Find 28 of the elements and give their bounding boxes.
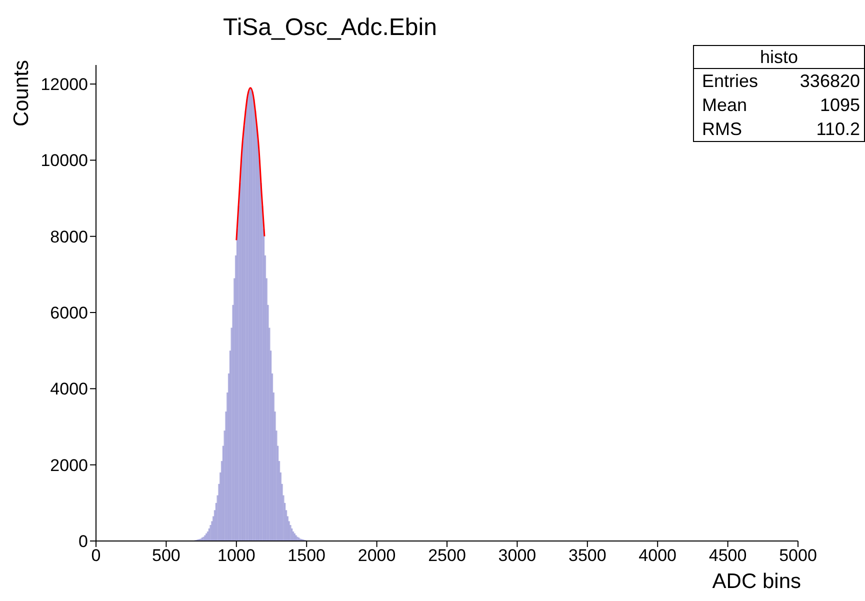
y-axis-title: Counts [10,60,34,127]
x-tick-label: 2000 [358,546,396,566]
y-tick-label: 10000 [40,151,88,170]
x-tick-label: 5000 [779,546,817,566]
annotation: Entries [702,70,758,93]
text: 336820 [800,70,860,93]
text: 110.2 [816,118,860,141]
y-tick-label: 8000 [50,227,88,246]
x-tick-label: 1500 [288,546,326,566]
y-tick-label: 2000 [50,456,88,475]
annotation: Mean [702,94,748,117]
x-tick-label: 0 [91,546,101,566]
x-tick-label: 4000 [638,546,677,566]
x-tick-label: 3000 [498,546,536,566]
x-tick-label: 1000 [217,546,256,566]
text: 1095 [820,94,860,117]
y-tick-label: 12000 [40,75,88,94]
x-tick-label: 2500 [428,546,466,566]
y-tick-label: 6000 [50,304,88,323]
y-tick-label: 0 [78,532,88,552]
x-tick-label: 4500 [708,546,747,566]
annotation: RMS [702,118,742,141]
y-tick-label: 4000 [50,380,88,399]
x-axis-title: ADC bins [712,570,801,594]
annotation: histo [694,46,864,69]
x-tick-label: 3500 [568,546,606,566]
x-tick-label: 500 [152,546,180,566]
chart-title: TiSa_Osc_Adc.Ebin [222,14,438,42]
